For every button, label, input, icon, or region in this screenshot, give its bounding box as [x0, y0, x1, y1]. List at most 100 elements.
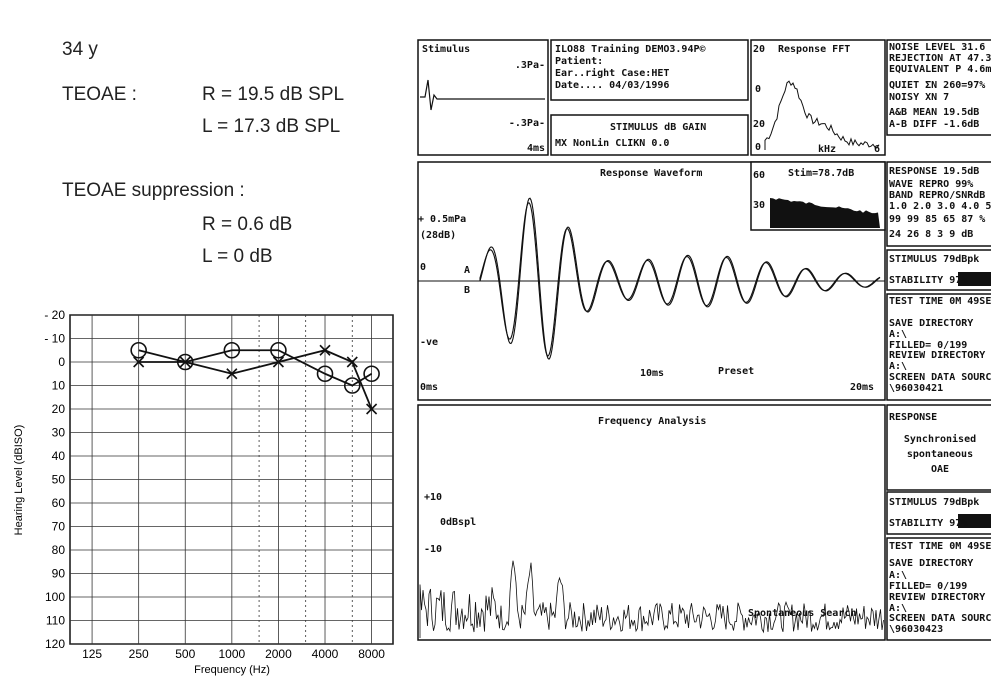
y-tick-label: 0 — [58, 355, 65, 369]
screen-text: RESPONSE 19.5dB — [889, 166, 979, 177]
stimulus-box — [550, 114, 749, 156]
screen-text: 0dBspl — [440, 517, 476, 528]
screen-text: .3Pa- — [515, 60, 545, 71]
screen-text: 99 99 85 65 87 % — [889, 214, 985, 225]
screen-text: A-B DIFF -1.6dB — [889, 119, 979, 130]
screen-text: 0 — [755, 142, 761, 153]
marker-circle — [270, 341, 287, 359]
marker-circle — [130, 341, 147, 359]
screen-text: REVIEW DIRECTORY — [889, 592, 985, 603]
y-tick-label: 60 — [52, 496, 66, 510]
y-tick-label: 30 — [52, 426, 66, 440]
screen-text: Patient: — [555, 55, 603, 67]
frequency-trace — [419, 560, 884, 638]
teoae-r: R = 19.5 dB SPL — [202, 84, 344, 105]
y-tick-label: 80 — [52, 543, 66, 557]
y-tick-label: 110 — [46, 614, 65, 628]
marker-x — [346, 356, 358, 368]
marker-stroke — [366, 403, 378, 415]
screen-text: A:\ — [889, 603, 907, 614]
teoae-l: L = 17.3 dB SPL — [202, 116, 340, 137]
suppression-l: L = 0 dB — [202, 246, 273, 267]
marker-stroke — [226, 368, 238, 380]
screen-text: 4ms — [527, 143, 545, 154]
screen-text: 0 — [755, 84, 761, 95]
right-panel — [886, 537, 991, 641]
screen-text: \96030421 — [889, 383, 943, 394]
screen-text: A&B MEAN 19.5dB — [889, 107, 979, 118]
marker-circle — [343, 377, 361, 394]
screen-text: + 0.5mPa — [418, 214, 466, 225]
screen-text: FILLED= 0/199 — [889, 581, 967, 592]
y-tick-label: 50 — [52, 473, 66, 487]
screen-text: -10 — [424, 544, 442, 555]
marker-stroke — [179, 356, 191, 368]
marker-x — [319, 344, 331, 356]
info-panel — [550, 39, 749, 101]
screen-text: Frequency Analysis — [598, 415, 706, 427]
screen-text: A — [464, 265, 470, 276]
age: 34 y — [62, 39, 98, 60]
screen-text: STIMULUS 79dBpk — [889, 254, 979, 265]
screen-text: SCREEN DATA SOURCE — [889, 613, 991, 624]
y-tick-label: - 10 — [44, 332, 65, 346]
y-tick-label: 100 — [45, 590, 65, 604]
screen-text: -ve — [420, 337, 438, 348]
screen-text: B — [464, 285, 470, 296]
screen-text: +10 — [424, 492, 442, 503]
x-tick-label: 125 — [82, 647, 102, 661]
marker-circle — [316, 365, 334, 383]
screen-text: QUIET ΣN 260=97% — [889, 80, 985, 91]
screen-text: TEST TIME 0M 49SEC — [889, 296, 991, 307]
screen-text: 20 — [753, 119, 765, 130]
right-panel — [886, 39, 991, 136]
screen-text: -.3Pa- — [509, 118, 545, 129]
x-axis-label: Frequency (Hz) — [194, 664, 270, 676]
right-panel — [886, 404, 991, 491]
x-tick-label: 8000 — [358, 647, 385, 661]
y-tick-label: 20 — [52, 402, 66, 416]
marker-x — [272, 356, 284, 368]
marker-stroke — [346, 356, 358, 368]
marker-circle — [223, 341, 241, 359]
stim-spectrum — [770, 198, 880, 228]
screen-text: 20 — [753, 44, 765, 55]
screen-text: Ear..right Case:HET — [555, 67, 669, 79]
stimulus-panel — [417, 39, 549, 156]
screen-text: spontaneous — [907, 449, 973, 460]
suppression-r: R = 0.6 dB — [202, 214, 292, 235]
marker-x — [179, 356, 191, 368]
waveform-b — [418, 202, 881, 357]
screen-text: STIMULUS 79dBpk — [889, 497, 979, 508]
screen-text: 30 — [753, 200, 765, 211]
suppression-label: TEOAE suppression : — [62, 180, 245, 201]
screen-text: 0 — [420, 262, 426, 273]
screen-text: 20ms — [850, 382, 874, 393]
marker-x — [366, 403, 378, 415]
screen-text: 6 — [874, 144, 880, 155]
y-tick-label: - 20 — [44, 308, 65, 322]
screen-text: NOISY XN 7 — [889, 92, 949, 103]
screen-text: STIMULUS dB GAIN — [610, 122, 706, 133]
y-tick-label: 40 — [52, 449, 66, 463]
screen-text: kHz — [818, 144, 836, 155]
screen-text: Response Waveform — [600, 168, 702, 179]
fft-trace — [764, 80, 880, 150]
x-tick-label: 4000 — [312, 647, 339, 661]
screen-text: 1.0 2.0 3.0 4.0 5.0 KHz — [889, 201, 991, 212]
stimulus-trace — [420, 79, 545, 111]
screen-text: SCREEN DATA SOURCE — [889, 372, 991, 383]
screen-text: RESPONSE — [889, 412, 937, 423]
right-panel — [886, 293, 991, 401]
screen-text: Response FFT — [778, 44, 850, 55]
screen-text: NOISE LEVEL 31.6 — [889, 42, 985, 53]
y-tick-label: 90 — [52, 567, 66, 581]
screen-text: MX NonLin CLIKN 0.0 — [555, 137, 669, 149]
y-tick-label: 10 — [52, 379, 66, 393]
y-axis-label: Hearing Level (dBISO) — [13, 425, 25, 536]
screen-text: REVIEW DIRECTORY — [889, 350, 985, 361]
screen-text: STABILITY 97% — [889, 275, 967, 286]
x-tick-label: 1000 — [218, 647, 245, 661]
screen-text: 0ms — [420, 382, 438, 393]
